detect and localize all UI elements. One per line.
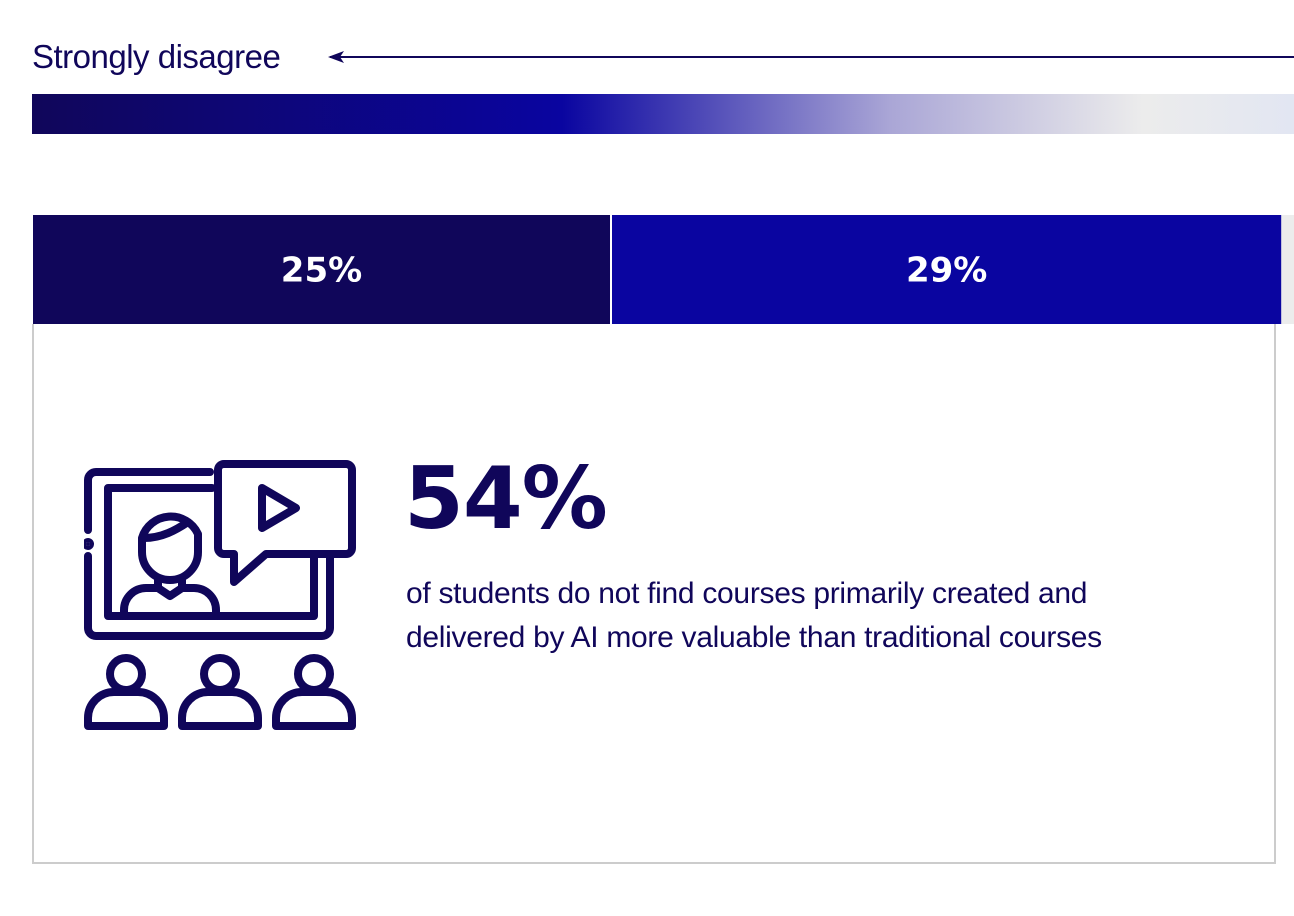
online-course-video-icon (84, 460, 356, 730)
scale-gradient-bar (32, 94, 1294, 134)
bar-segment-label-1: 25% (281, 251, 362, 291)
bar-segment-divider (610, 215, 612, 324)
bar-segment-label-2: 29% (906, 251, 987, 291)
bar-segment-1 (33, 215, 610, 324)
bar-segment-2 (612, 215, 1282, 324)
stat-description: of students do not find courses primaril… (406, 577, 1102, 654)
bar-segment-remainder (1281, 215, 1294, 324)
stat-value: 54% (404, 449, 608, 549)
stacked-bar-chart: 25% 29% (33, 215, 1294, 324)
scale-left-label: Strongly disagree (32, 38, 281, 75)
scale-arrow-icon (328, 51, 1294, 63)
stat-card: 54% of students do not find courses prim… (32, 324, 1276, 864)
